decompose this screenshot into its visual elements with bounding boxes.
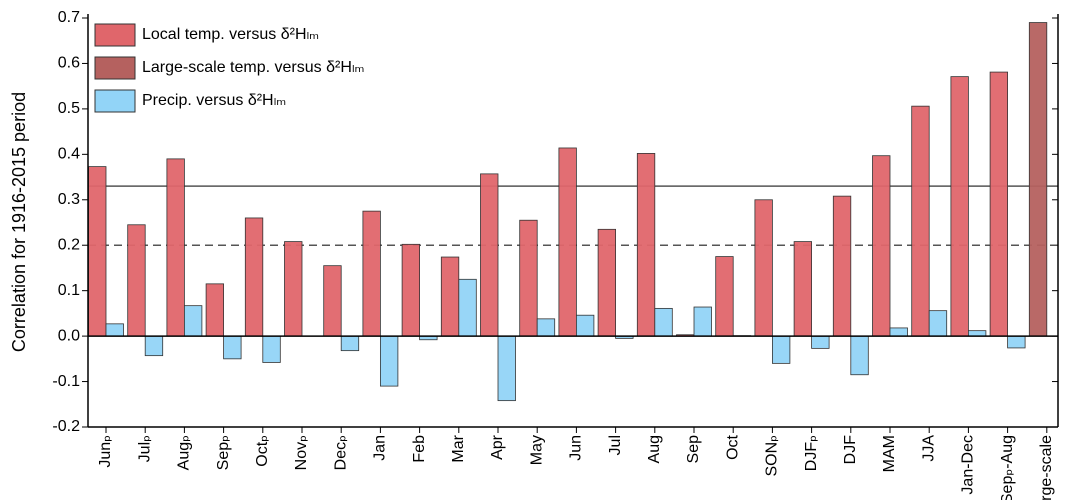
bar — [127, 224, 146, 337]
bar — [693, 306, 712, 337]
bar — [1028, 22, 1048, 337]
x-tick-label: Augₚ — [176, 435, 193, 470]
x-tick-label: Novₚ — [293, 435, 310, 470]
y-tick-label: 0.1 — [58, 282, 80, 299]
legend-swatch — [94, 89, 136, 113]
legend-label: Local temp. versus δ²Hₗₘ — [142, 26, 319, 43]
bar — [88, 166, 107, 337]
legend-swatch — [94, 56, 136, 80]
bar — [262, 335, 281, 363]
x-tick-label: Decₚ — [332, 435, 349, 470]
y-tick-label: 0.2 — [58, 236, 80, 253]
x-tick-label: Octₚ — [254, 435, 271, 467]
legend-swatch — [94, 23, 136, 47]
x-tick-label: Sep — [685, 435, 702, 464]
y-tick-label: 0.3 — [58, 191, 80, 208]
bar — [636, 153, 656, 337]
bar — [497, 335, 516, 402]
bar — [850, 335, 869, 376]
bar — [950, 76, 969, 337]
x-tick-label: Jun — [568, 435, 585, 461]
bar — [323, 265, 342, 337]
bar — [105, 323, 124, 337]
bar — [889, 327, 908, 337]
bar — [911, 105, 930, 337]
x-tick-label: Sepₚ-Aug — [999, 435, 1016, 500]
bar — [793, 241, 812, 337]
x-tick-label: Aug — [646, 435, 663, 463]
bar — [440, 256, 460, 337]
x-tick-label: Junₚ — [97, 435, 114, 468]
bar — [362, 210, 381, 337]
x-tick-label: Feb — [411, 435, 428, 463]
bar — [458, 278, 477, 337]
bar — [379, 335, 399, 387]
x-tick-label: DJFₚ — [803, 435, 820, 471]
bar — [968, 330, 987, 337]
x-tick-label: MAM — [881, 435, 898, 472]
y-axis-label: Correlation for 1916-2015 period — [9, 92, 29, 352]
x-tick-label: Jan-Dec — [960, 435, 977, 495]
x-tick-label: DJF — [842, 435, 859, 465]
y-tick-label: 0.4 — [58, 146, 80, 163]
y-tick-label: 0.7 — [58, 9, 80, 26]
bar — [183, 305, 203, 337]
bar — [244, 217, 264, 337]
y-tick-label: -0.2 — [52, 418, 80, 435]
x-tick-label: Mar — [450, 434, 467, 462]
bar — [597, 228, 616, 337]
bar — [576, 314, 595, 337]
x-tick-label: JJA — [920, 435, 937, 462]
y-tick-label: 0.0 — [58, 327, 80, 344]
x-tick-label: Oct — [724, 434, 741, 459]
x-tick-label: Large-scale — [1038, 435, 1055, 500]
bar — [1007, 335, 1026, 349]
bar — [832, 195, 852, 337]
bar — [754, 199, 773, 337]
bar — [772, 335, 791, 364]
legend-label: Precip. versus δ²Hₗₘ — [142, 92, 286, 109]
bar — [558, 147, 577, 337]
bar — [536, 318, 556, 337]
x-tick-label: Apr — [489, 434, 506, 460]
y-tick-label: 0.6 — [58, 55, 80, 72]
y-tick-label: 0.5 — [58, 100, 80, 117]
x-tick-label: Julₚ — [136, 435, 153, 462]
bar — [715, 256, 734, 337]
bar — [223, 335, 242, 360]
bar — [480, 173, 499, 337]
bar — [654, 307, 673, 337]
bar — [340, 335, 360, 352]
x-tick-label: SONₚ — [764, 435, 781, 477]
x-tick-label: May — [528, 435, 545, 465]
bar — [519, 219, 538, 337]
bar — [872, 155, 891, 337]
bar — [401, 243, 421, 337]
bar — [928, 310, 948, 337]
x-tick-label: Jan — [372, 435, 389, 461]
bar — [284, 241, 303, 337]
y-tick-label: -0.1 — [52, 373, 80, 390]
x-tick-label: Sepₚ — [215, 435, 232, 470]
x-tick-label: Jul — [607, 435, 624, 455]
bar — [166, 158, 185, 337]
bar — [989, 71, 1008, 337]
legend-label: Large-scale temp. versus δ²Hₗₘ — [142, 59, 365, 76]
bar — [144, 335, 164, 357]
bar — [205, 283, 225, 337]
bar — [811, 335, 830, 349]
